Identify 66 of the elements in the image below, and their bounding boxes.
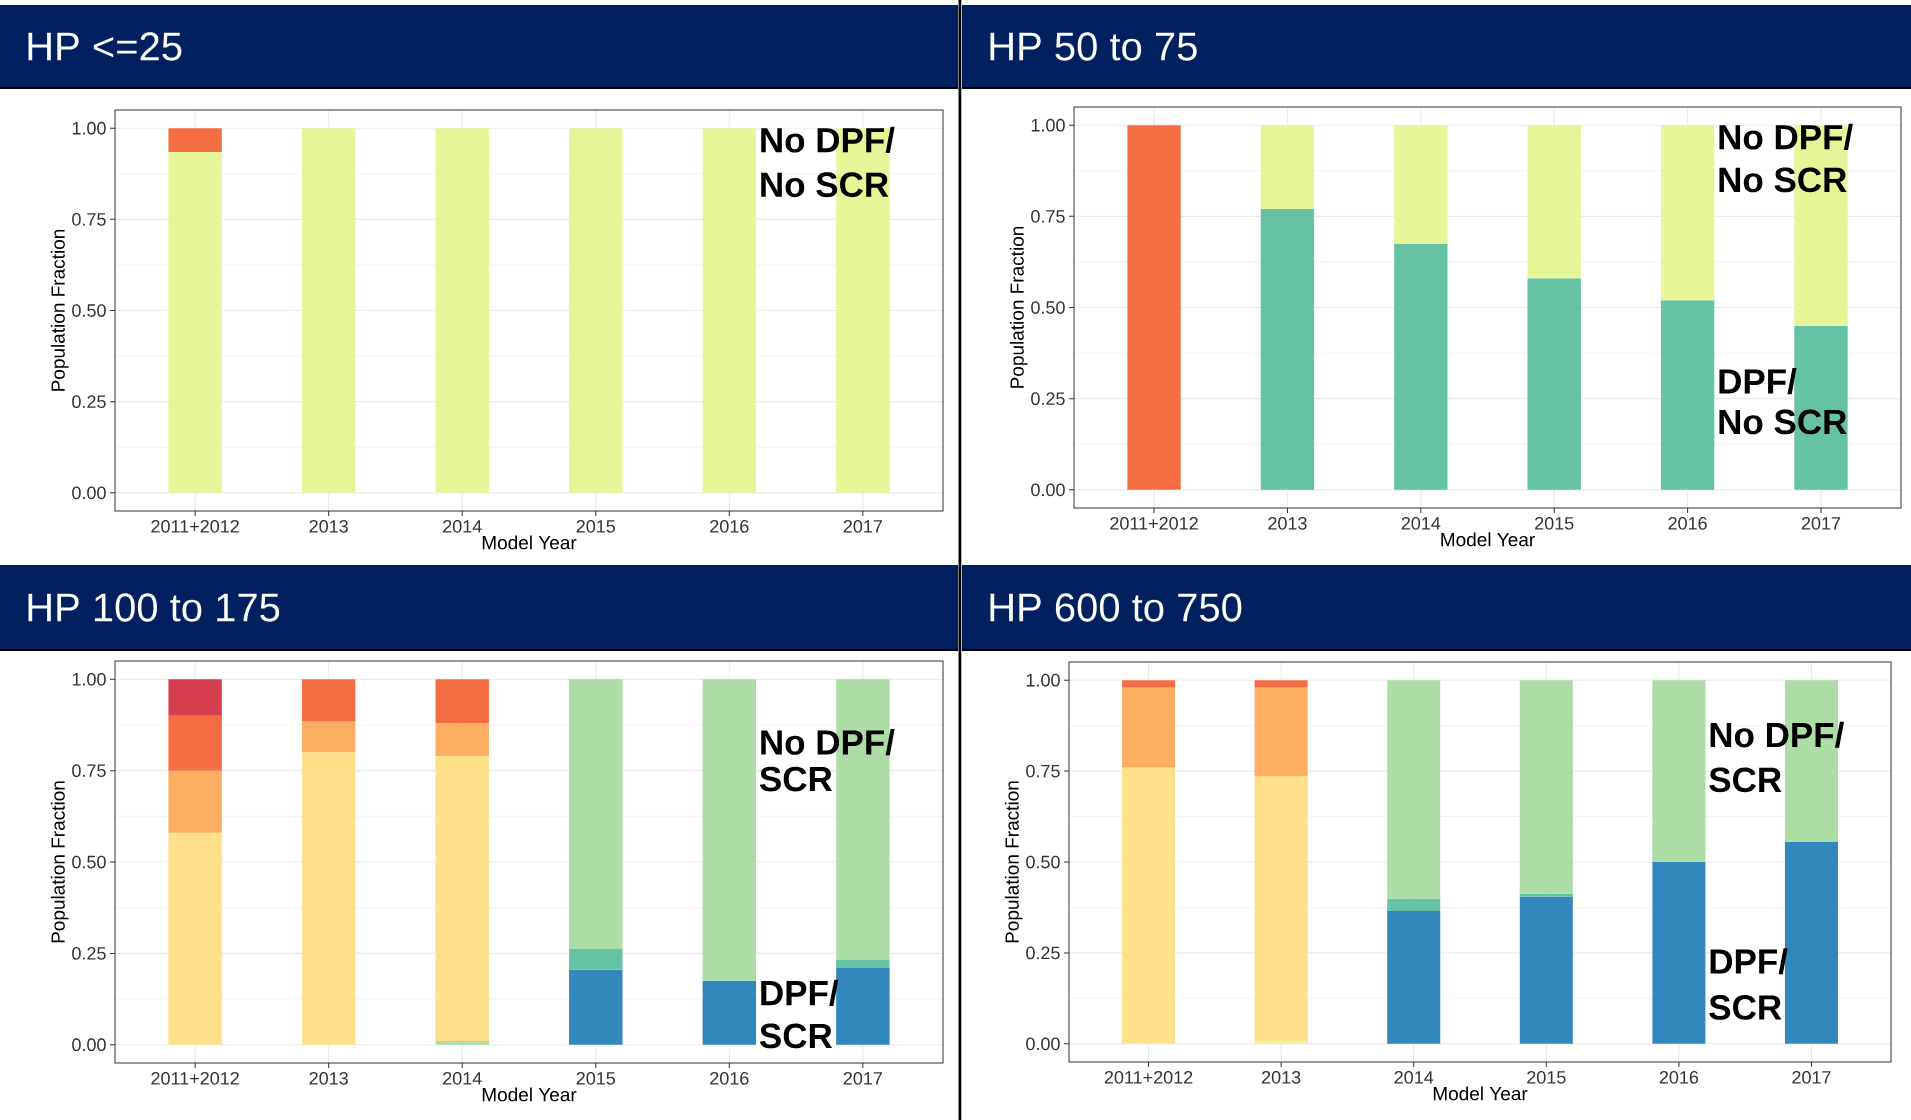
- chart-title: HP 600 to 750: [990, 593, 1242, 622]
- x-tick-label: 2015: [1527, 1070, 1566, 1084]
- x-tick-label: 2015: [1535, 516, 1574, 530]
- x-axis-title: Model Year: [1433, 1086, 1528, 1101]
- annotation: No SCR: [1719, 167, 1847, 193]
- annotation: SCR: [1709, 995, 1782, 1020]
- annotation: SCR: [759, 766, 833, 792]
- y-axis-title: Population Fraction: [1009, 226, 1028, 388]
- y-tick-label: 0.50: [1026, 855, 1060, 869]
- annotation: No DPF/: [761, 126, 895, 153]
- y-tick-label: 0.50: [1031, 301, 1065, 314]
- chart-title: HP 100 to 175: [28, 593, 280, 622]
- x-tick-label: 2013: [1268, 516, 1307, 530]
- chart-title: HP 50 to 75: [990, 32, 1197, 61]
- annotation: No SCR: [761, 172, 889, 198]
- y-tick-label: 0.75: [1026, 764, 1060, 778]
- y-tick-label: 1.00: [1026, 673, 1060, 687]
- x-tick-label: 2011+2012: [1110, 516, 1198, 530]
- x-tick-label: 2013: [1262, 1070, 1301, 1084]
- x-tick-label: 2011+2012: [151, 519, 239, 533]
- y-tick-label: 0.50: [72, 304, 106, 317]
- x-tick-label: 2017: [843, 519, 882, 533]
- annotation: SCR: [1709, 767, 1782, 793]
- x-tick-label: 2016: [710, 1071, 749, 1085]
- y-axis-title: Population Fraction: [1004, 781, 1023, 943]
- y-tick-label: 0.25: [1031, 392, 1065, 406]
- y-tick-label: 0.25: [72, 395, 106, 409]
- y-tick-label: 0.00: [72, 1038, 106, 1052]
- x-tick-label: 2015: [576, 1071, 616, 1085]
- x-axis-title: Model Year: [482, 1087, 577, 1102]
- y-tick-label: 0.75: [1031, 209, 1065, 223]
- x-axis-title: Model Year: [482, 535, 577, 550]
- x-tick-label: 2015: [576, 519, 616, 533]
- x-tick-label: 2017: [1792, 1070, 1831, 1084]
- x-tick-label: 2013: [309, 1071, 348, 1085]
- y-tick-label: 0.00: [1026, 1037, 1060, 1051]
- annotation: No DPF/: [761, 729, 895, 756]
- x-tick-label: 2014: [1401, 516, 1441, 530]
- y-tick-label: 0.25: [1026, 946, 1060, 960]
- y-tick-label: 0.50: [72, 855, 106, 869]
- y-tick-label: 1.00: [72, 672, 106, 686]
- x-tick-label: 2011+2012: [151, 1071, 239, 1085]
- x-tick-label: 2016: [1668, 516, 1707, 530]
- annotation: No DPF/: [1719, 123, 1853, 150]
- y-tick-label: 0.00: [72, 486, 106, 500]
- x-tick-label: 2017: [843, 1071, 882, 1085]
- y-tick-label: 0.00: [1031, 483, 1065, 497]
- annotation: SCR: [759, 1023, 833, 1049]
- x-tick-label: 2017: [1801, 516, 1841, 530]
- y-tick-label: 0.25: [72, 947, 106, 960]
- y-axis-title: Population Fraction: [50, 229, 69, 391]
- x-tick-label: 2016: [1659, 1070, 1699, 1084]
- x-tick-label: 2016: [710, 519, 749, 533]
- y-tick-label: 1.00: [1031, 118, 1065, 132]
- y-axis-title: Population Fraction: [50, 781, 69, 943]
- x-tick-label: 2011+2012: [1104, 1070, 1193, 1084]
- x-tick-label: 2013: [309, 519, 348, 533]
- y-tick-label: 1.00: [72, 121, 106, 135]
- chart-title: HP <=25: [28, 32, 182, 61]
- x-tick-label: 2014: [443, 519, 482, 533]
- y-tick-label: 0.75: [72, 764, 106, 778]
- x-tick-label: 2014: [443, 1071, 482, 1085]
- annotation: No DPF/: [1710, 721, 1844, 748]
- x-tick-label: 2014: [1394, 1070, 1434, 1084]
- x-axis-title: Model Year: [1441, 532, 1535, 547]
- y-tick-label: 0.75: [72, 212, 106, 226]
